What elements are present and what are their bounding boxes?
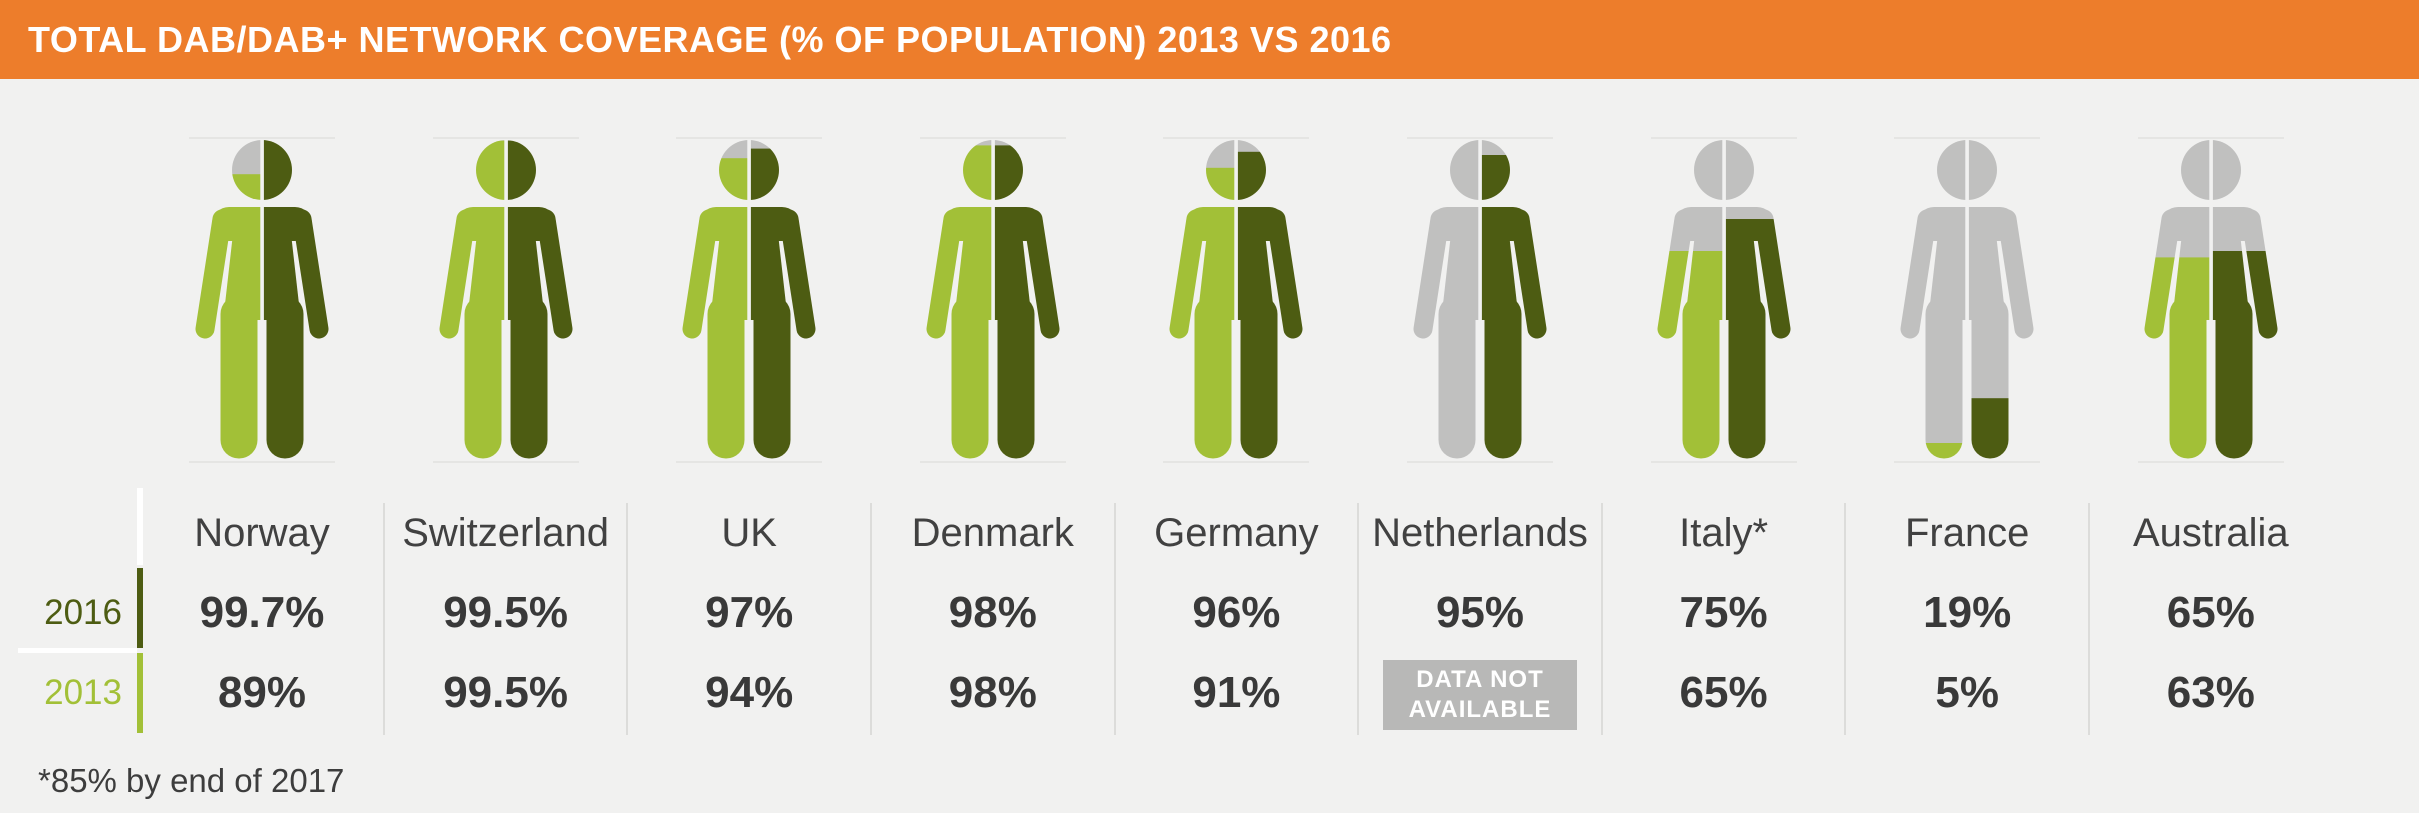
data-not-available-badge: DATA NOT AVAILABLE [1382, 660, 1577, 730]
person-figure [435, 139, 576, 459]
value-2013: 91% [1192, 668, 1281, 717]
country-column: UK 97% 94% [627, 0, 872, 813]
figure-topline [919, 137, 1066, 139]
country-column: Switzerland 99.5% 99.5% [384, 0, 629, 813]
value-2013: 98% [948, 668, 1037, 717]
country-label: UK [721, 511, 777, 555]
figure-baseline [1163, 461, 1310, 463]
person-figure [922, 139, 1063, 459]
country-label: Netherlands [1372, 511, 1588, 555]
figure-topline [676, 137, 823, 139]
column-divider [1600, 503, 1603, 735]
person-figure [2140, 139, 2281, 459]
value-2013: 65% [1679, 668, 1768, 717]
header-bar: TOTAL DAB/DAB+ NETWORK COVERAGE (% OF PO… [0, 0, 2419, 79]
legend-bar-top-segment [137, 488, 143, 565]
figure-topline [188, 137, 335, 139]
figure-baseline [676, 461, 823, 463]
legend-bar-2013-segment [137, 653, 143, 733]
person-figure [1897, 139, 2038, 459]
country-column: Netherlands 95% DATA NOT AVAILABLE [1358, 0, 1603, 813]
column-divider [1357, 503, 1360, 735]
country-column: Denmark 98% 98% [871, 0, 1116, 813]
country-column: Australia 65% 63% [2089, 0, 2333, 813]
value-2013: 99.5% [443, 668, 568, 717]
person-figure [1166, 139, 1307, 459]
figure-baseline [1894, 461, 2041, 463]
badge-line-1: DATA NOT [1416, 666, 1544, 693]
column-divider [626, 503, 629, 735]
figure-topline [1406, 137, 1553, 139]
figure-baseline [2137, 461, 2284, 463]
person-figure [1653, 139, 1794, 459]
value-2016: 97% [705, 588, 794, 637]
column-divider [382, 503, 385, 735]
page-title: TOTAL DAB/DAB+ NETWORK COVERAGE (% OF PO… [28, 18, 1392, 60]
country-column: Germany 96% 91% [1115, 0, 1360, 813]
badge-line-2: AVAILABLE [1408, 696, 1552, 723]
value-2016: 99.5% [443, 588, 568, 637]
country-label: Italy* [1679, 511, 1769, 555]
legend-row-separator [18, 648, 137, 653]
figure-topline [1650, 137, 1797, 139]
column-divider [1844, 503, 1847, 735]
country-label: Germany [1154, 511, 1319, 555]
figure-topline [1894, 137, 2041, 139]
person-figure [1409, 139, 1550, 459]
legend-bar-2016-segment [137, 568, 143, 648]
figure-baseline [1650, 461, 1797, 463]
value-2016: 98% [948, 588, 1037, 637]
column-divider [869, 503, 872, 735]
country-label: Norway [194, 511, 330, 555]
country-column: Norway 99.7% 89% [140, 0, 385, 813]
person-figure [191, 139, 332, 459]
country-label: Switzerland [402, 511, 609, 555]
value-2013: 94% [705, 668, 794, 717]
country-label: Australia [2132, 511, 2289, 555]
figure-baseline [188, 461, 335, 463]
figure-baseline [432, 461, 579, 463]
figure-topline [1163, 137, 1310, 139]
value-2016: 95% [1435, 588, 1525, 637]
country-column: Italy* 75% 65% [1602, 0, 1847, 813]
legend-label-2016: 2016 [44, 593, 122, 632]
value-2016: 75% [1679, 588, 1768, 637]
figure-baseline [1406, 461, 1553, 463]
value-2013: 5% [1935, 668, 1999, 717]
country-label: France [1904, 511, 2030, 555]
column-divider [1113, 503, 1116, 735]
legend-label-2013: 2013 [44, 673, 122, 712]
value-2016: 19% [1923, 588, 2012, 637]
figure-baseline [919, 461, 1066, 463]
value-2016: 99.7% [199, 588, 325, 637]
country-label: Denmark [911, 511, 1074, 555]
column-divider [2087, 503, 2090, 735]
figure-topline [2137, 137, 2284, 139]
footnote: *85% by end of 2017 [38, 762, 345, 799]
value-2013: 63% [2166, 668, 2255, 717]
value-2013: 89% [217, 668, 307, 717]
figure-topline [432, 137, 579, 139]
value-2016: 96% [1192, 588, 1281, 637]
country-column: France 19% 5% [1845, 0, 2090, 813]
value-2016: 65% [2166, 588, 2255, 637]
person-figure [679, 139, 820, 459]
